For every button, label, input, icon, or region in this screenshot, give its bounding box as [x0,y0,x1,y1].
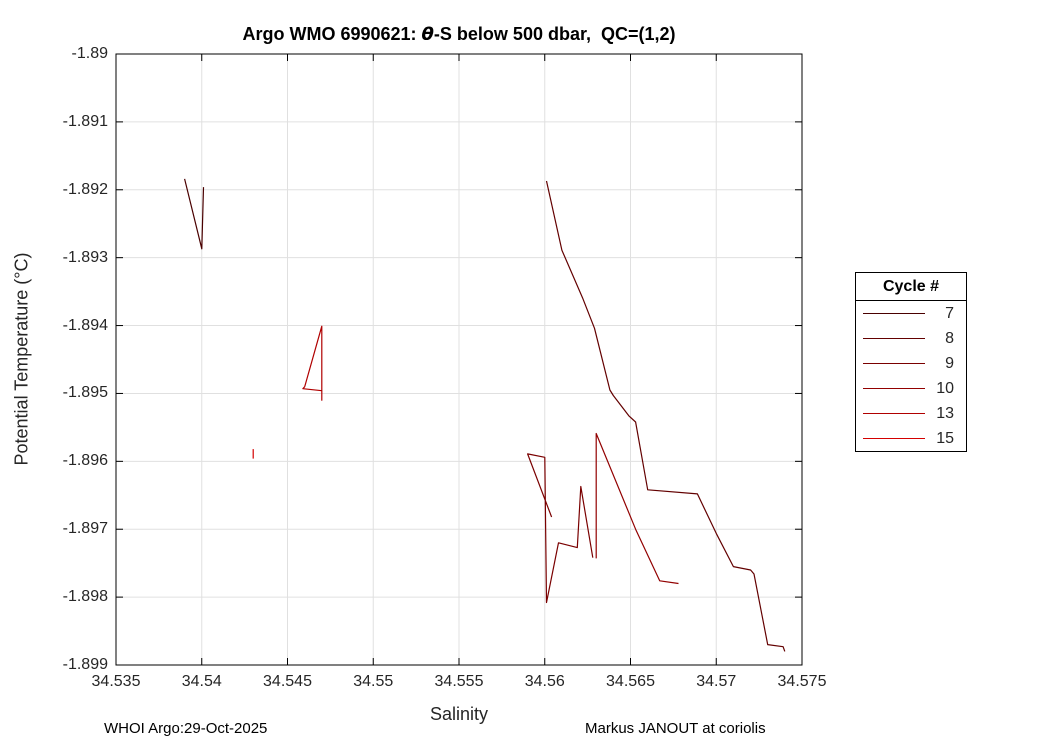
y-tick-label: -1.897 [62,520,108,538]
y-tick-label: -1.894 [62,316,108,334]
legend-entry-label: 15 [936,429,954,447]
series-cycle-13 [302,325,323,401]
series-cycle-8 [545,180,786,652]
series-cycle-10 [595,432,679,585]
y-tick-label: -1.89 [71,45,108,62]
footer-credit-right: Markus JANOUT at coriolis [585,720,766,737]
legend-line-sample [863,363,925,364]
legend-line-sample [863,438,925,439]
chart-title-prefix: Argo WMO 6990621: [242,24,422,44]
legend-line-sample [863,388,925,389]
x-tick-label: 34.54 [181,673,222,690]
x-tick-label: 34.57 [696,673,737,690]
y-tick-label: -1.893 [62,248,108,266]
series-cycle-7 [184,178,205,250]
legend-entry: 8 [856,326,966,351]
x-tick-label: 34.545 [263,673,312,690]
legend-entry-label: 8 [945,329,954,347]
x-tick-label: 34.55 [353,673,394,690]
y-tick-label: -1.895 [62,384,108,402]
legend-entry: 15 [856,426,966,451]
chart-title-suffix: -S below 500 dbar, QC=(1,2) [433,24,676,44]
legend-entry-label: 9 [945,354,954,372]
legend-title: Cycle # [856,273,966,301]
x-tick-label: 34.555 [434,673,484,690]
y-tick-label: -1.899 [62,656,108,673]
legend-entry: 7 [856,301,966,326]
x-tick-label: 34.56 [524,673,565,690]
x-axis-label: Salinity [429,704,489,724]
y-tick-label: -1.896 [62,452,108,470]
theta-symbol: θ [421,24,434,45]
y-tick-label: -1.891 [62,112,108,130]
x-tick-label: 34.565 [606,673,655,690]
legend-entry: 10 [856,376,966,401]
legend-entry: 13 [856,401,966,426]
legend-entry-label: 10 [936,379,954,397]
legend-entry-label: 7 [945,304,954,322]
legend-rows: 7 8 9 10 13 15 [856,301,966,451]
legend-line-sample [863,313,925,314]
x-tick-label: 34.535 [91,673,141,690]
y-tick-label: -1.898 [62,588,108,606]
legend-line-sample [863,413,925,414]
x-tick-label: 34.575 [777,673,827,690]
legend-entry: 9 [856,351,966,376]
legend-entry-label: 13 [936,404,954,422]
series-cycle-9 [526,453,594,604]
chart-title: Argo WMO 6990621: θ-S below 500 dbar, QC… [116,24,802,45]
y-tick-label: -1.892 [62,180,108,198]
footer-credit-left: WHOI Argo:29-Oct-2025 [104,720,268,737]
legend-line-sample [863,338,925,339]
legend-box: Cycle # 7 8 9 10 13 15 [855,272,967,452]
